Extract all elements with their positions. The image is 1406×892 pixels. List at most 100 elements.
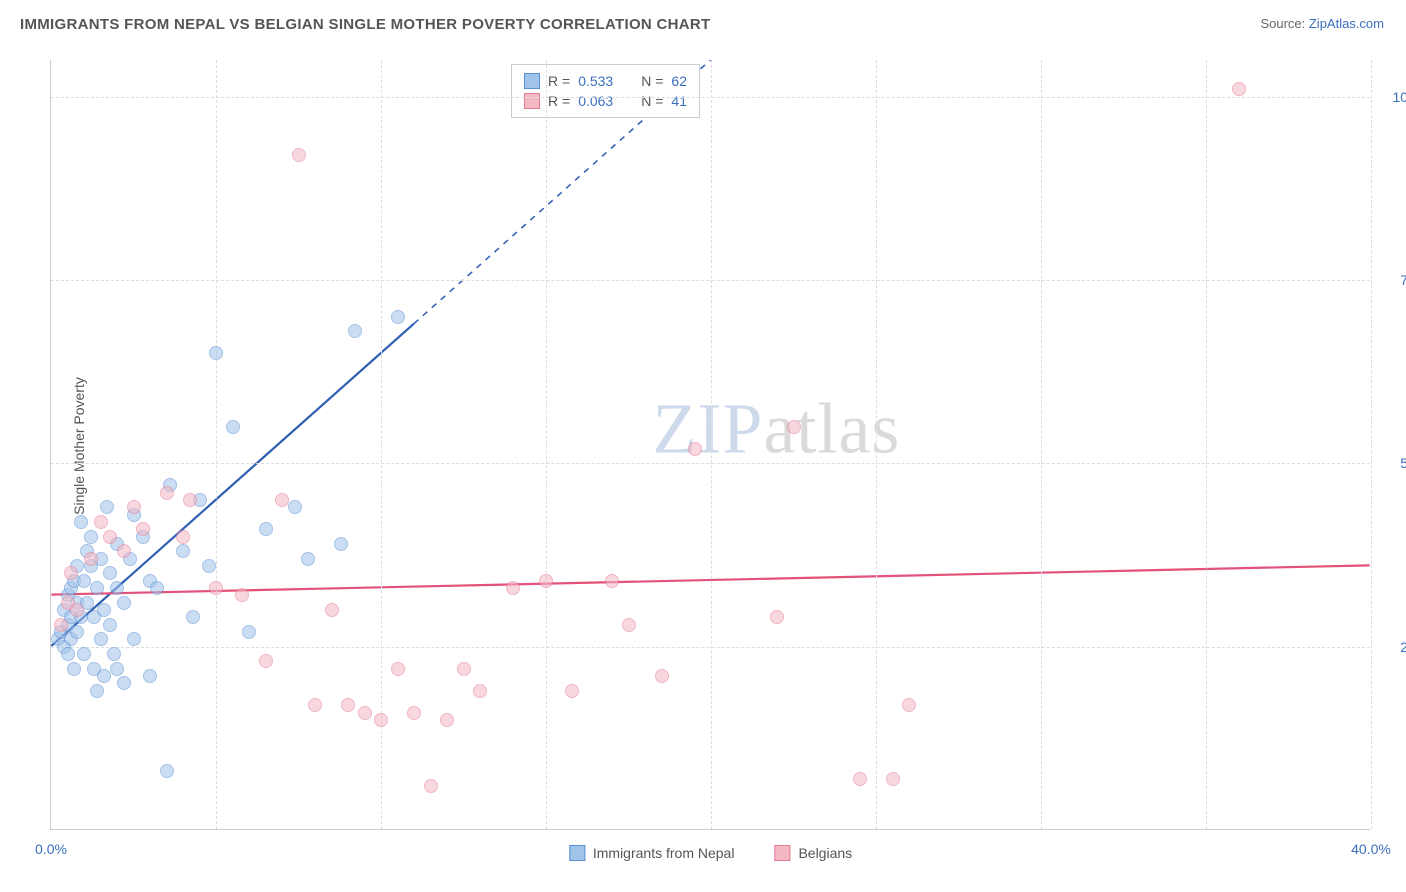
data-point [473,684,487,698]
stats-row: R = 0.063 N = 41 [524,91,687,111]
data-point [84,552,98,566]
gridline-v [1041,60,1042,829]
data-point [110,662,124,676]
stats-swatch [524,93,540,109]
data-point [150,581,164,595]
trend-line-solid [51,324,414,646]
data-point [787,420,801,434]
stats-swatch [524,73,540,89]
data-point [77,647,91,661]
plot-area: ZIPatlas R = 0.533N = 62R = 0.063N = 41 … [50,60,1370,830]
data-point [183,493,197,507]
stats-row: R = 0.533 N = 62 [524,71,687,91]
data-point [176,544,190,558]
stat-r-label: R = [548,73,570,89]
stat-r-value: 0.063 [578,93,613,109]
data-point [90,684,104,698]
data-point [242,625,256,639]
data-point [103,618,117,632]
data-point [61,647,75,661]
data-point [688,442,702,456]
data-point [94,515,108,529]
data-point [457,662,471,676]
stat-n-value: 41 [671,93,687,109]
data-point [622,618,636,632]
data-point [301,552,315,566]
data-point [84,530,98,544]
xtick-label: 40.0% [1351,841,1391,857]
stat-n-label: N = [641,73,663,89]
xtick-label: 0.0% [35,841,67,857]
watermark-atlas: atlas [763,389,900,469]
data-point [407,706,421,720]
data-point [235,588,249,602]
data-point [288,500,302,514]
data-point [655,669,669,683]
legend-swatch [774,845,790,861]
stat-n-label: N = [641,93,663,109]
data-point [160,486,174,500]
data-point [97,669,111,683]
data-point [209,581,223,595]
data-point [565,684,579,698]
data-point [259,654,273,668]
data-point [110,581,124,595]
data-point [202,559,216,573]
data-point [186,610,200,624]
data-point [209,346,223,360]
legend-item: Immigrants from Nepal [569,845,735,861]
data-point [54,618,68,632]
data-point [103,530,117,544]
gridline-v [876,60,877,829]
data-point [334,537,348,551]
data-point [902,698,916,712]
watermark-zip: ZIP [652,389,763,469]
data-point [539,574,553,588]
data-point [308,698,322,712]
gridline-v [546,60,547,829]
stats-box: R = 0.533 N = 62 R = 0.063 N = 41 [511,64,700,118]
source-credit: Source: ZipAtlas.com [1260,16,1384,31]
data-point [325,603,339,617]
data-point [275,493,289,507]
data-point [136,522,150,536]
ytick-label: 50.0% [1380,455,1406,471]
source-link[interactable]: ZipAtlas.com [1309,16,1384,31]
data-point [127,500,141,514]
data-point [886,772,900,786]
data-point [67,662,81,676]
data-point [292,148,306,162]
ytick-label: 75.0% [1380,272,1406,288]
data-point [74,515,88,529]
data-point [770,610,784,624]
stat-n-value: 62 [671,73,687,89]
data-point [226,420,240,434]
gridline-v [1371,60,1372,829]
data-point [143,669,157,683]
data-point [117,544,131,558]
data-point [70,603,84,617]
data-point [391,662,405,676]
legend-label: Belgians [798,845,852,861]
data-point [100,500,114,514]
stat-r-value: 0.533 [578,73,613,89]
gridline-v [216,60,217,829]
stat-r-label: R = [548,93,570,109]
data-point [440,713,454,727]
data-point [107,647,121,661]
data-point [374,713,388,727]
data-point [391,310,405,324]
data-point [341,698,355,712]
data-point [176,530,190,544]
data-point [1232,82,1246,96]
data-point [358,706,372,720]
data-point [853,772,867,786]
ytick-label: 100.0% [1380,89,1406,105]
data-point [117,676,131,690]
data-point [90,581,104,595]
data-point [117,596,131,610]
data-point [506,581,520,595]
data-point [127,632,141,646]
gridline-v [711,60,712,829]
data-point [94,632,108,646]
